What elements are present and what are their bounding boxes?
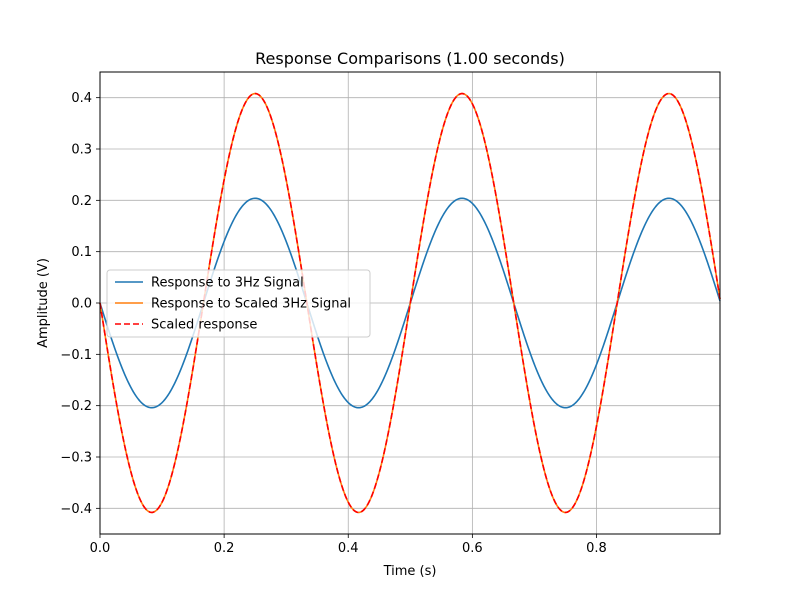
legend-box [106,269,371,338]
y-tick-label: 0.1 [71,245,92,260]
y-tick-label: −0.1 [60,348,92,363]
chart-title: Response Comparisons (1.00 seconds) [255,49,565,68]
x-axis-ticks: 0.0 0.2 0.4 0.6 0.8 [90,534,607,556]
x-axis-label: Time (s) [383,564,437,579]
y-tick-label: −0.3 [60,451,92,466]
y-tick-label: 0.4 [71,91,92,106]
x-tick-label: 0.4 [338,541,359,556]
y-tick-label: −0.4 [60,502,92,517]
y-tick-label: −0.2 [60,399,92,414]
y-tick-label: 0.2 [71,194,92,209]
y-axis-label: Amplitude (V) [36,258,51,348]
y-axis-ticks: −0.4 −0.3 −0.2 −0.1 0.0 0.1 0.2 0.3 0.4 [60,91,100,517]
x-tick-label: 0.0 [90,541,111,556]
x-tick-label: 0.8 [586,541,607,556]
legend-label: Scaled response [151,318,257,333]
legend: Response to 3Hz Signal Response to Scaled… [106,269,371,338]
legend-label: Response to Scaled 3Hz Signal [151,297,351,312]
legend-label: Response to 3Hz Signal [151,276,304,291]
x-tick-label: 0.6 [462,541,483,556]
y-tick-label: 0.3 [71,143,92,158]
x-tick-label: 0.2 [214,541,235,556]
y-tick-label: 0.0 [71,297,92,312]
